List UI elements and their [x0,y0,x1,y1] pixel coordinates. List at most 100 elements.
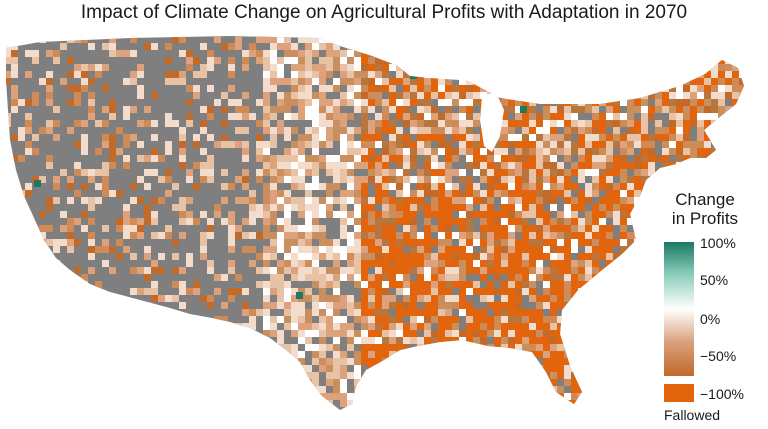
county-cell [529,64,536,71]
county-cell [662,141,669,148]
county-cell [354,302,361,309]
county-cell [431,337,438,344]
county-cell [424,253,431,260]
county-cell [571,372,578,379]
county-cell [340,330,347,337]
county-cell-gain [296,292,303,299]
county-cell [298,302,305,309]
county-cell [375,400,382,407]
county-cell [396,197,403,204]
county-cell [459,239,466,246]
county-cell [25,141,32,148]
county-cell [270,78,277,85]
county-cell [25,71,32,78]
county-cell [417,344,424,351]
county-cell [291,288,298,295]
county-cell [550,183,557,190]
county-cell [557,302,564,309]
county-cell [571,113,578,120]
county-cell [109,50,116,57]
county-cell [389,204,396,211]
county-cell [116,344,123,351]
county-cell [522,218,529,225]
county-cell [634,365,641,372]
county-cell [179,36,186,43]
county-cell [438,225,445,232]
county-cell [508,106,515,113]
county-cell [291,176,298,183]
county-cell [662,64,669,71]
county-cell [599,281,606,288]
county-cell [501,400,508,407]
county-cell [445,365,452,372]
county-cell [354,393,361,400]
county-cell [480,372,487,379]
county-cell [333,253,340,260]
county-cell [438,85,445,92]
county-cell [445,323,452,330]
county-cell [361,106,368,113]
county-cell [326,400,333,407]
county-cell [473,358,480,365]
county-cell [606,85,613,92]
county-cell [431,302,438,309]
county-cell [445,407,452,410]
county-cell [340,176,347,183]
county-cell [291,316,298,323]
county-cell [312,246,319,253]
county-cell [249,309,256,316]
county-cell [606,113,613,120]
county-cell [585,281,592,288]
county-cell [711,78,718,85]
county-cell [340,50,347,57]
county-cell [732,337,739,344]
county-cell [487,169,494,176]
county-cell [494,358,501,365]
county-cell [186,211,193,218]
county-cell [312,232,319,239]
county-cell [228,85,235,92]
county-cell [480,407,487,410]
county-cell [522,64,529,71]
county-cell [697,141,704,148]
county-cell [354,106,361,113]
county-cell [599,71,606,78]
county-cell [718,92,725,99]
county-cell [592,344,599,351]
county-cell [102,239,109,246]
county-cell [725,407,732,410]
county-cell [543,85,550,92]
county-cell [494,162,501,169]
county-cell [333,162,340,169]
county-cell [459,379,466,386]
county-cell [508,267,515,274]
county-cell [368,99,375,106]
county-cell [123,113,130,120]
county-cell [424,316,431,323]
county-cell [242,232,249,239]
legend-fallowed-swatch [664,384,694,402]
county-cell [732,64,739,71]
county-cell [389,211,396,218]
county-cell [305,218,312,225]
county-cell [739,92,744,99]
county-cell [144,169,151,176]
county-cell [445,162,452,169]
county-cell [711,85,718,92]
county-cell [571,232,578,239]
county-cell [648,162,655,169]
county-cell [641,148,648,155]
county-cell [634,323,641,330]
county-cell [158,323,165,330]
county-cell [298,239,305,246]
county-cell [620,351,627,358]
county-cell [564,358,571,365]
county-cell [32,330,39,337]
county-cell [221,92,228,99]
county-cell [522,113,529,120]
county-cell [585,211,592,218]
county-cell [564,253,571,260]
county-cell [417,316,424,323]
county-cell [585,225,592,232]
county-cell [347,162,354,169]
